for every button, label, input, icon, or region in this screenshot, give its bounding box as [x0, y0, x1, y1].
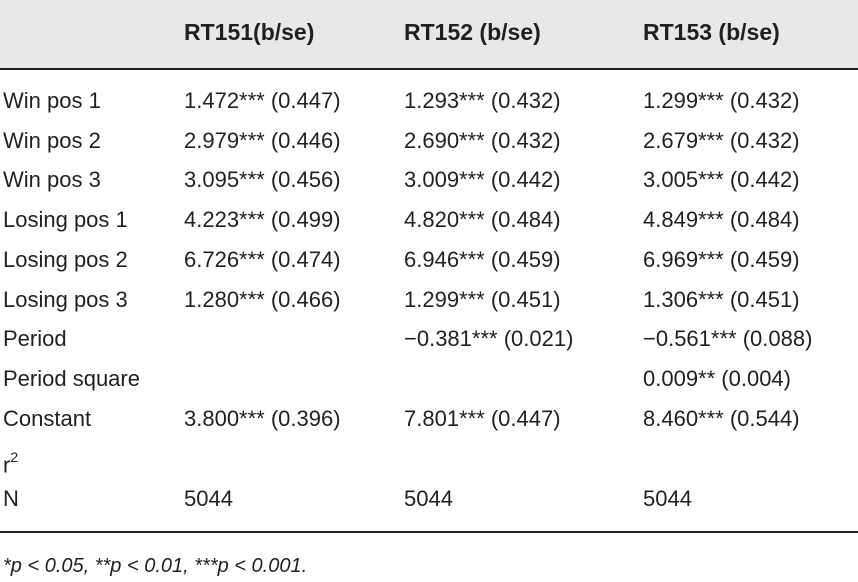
table-cell: 8.460*** (0.544) — [643, 406, 800, 431]
row-label-period: Period — [3, 326, 67, 351]
table-cell: 1.293*** (0.432) — [404, 88, 561, 113]
row-label-losing-pos-1: Losing pos 1 — [3, 207, 128, 232]
footer-rule — [0, 531, 858, 533]
row-label-losing-pos-2: Losing pos 2 — [3, 247, 128, 272]
column-header-rt151: RT151(b/se) — [184, 19, 315, 45]
header-rule — [0, 68, 858, 70]
table-cell: 3.005*** (0.442) — [643, 167, 800, 192]
table-header-background — [0, 0, 858, 68]
table-cell: 4.849*** (0.484) — [643, 207, 800, 232]
row-label-losing-pos-3: Losing pos 3 — [3, 287, 128, 312]
table-cell: 6.969*** (0.459) — [643, 247, 800, 272]
table-cell: 2.979*** (0.446) — [184, 128, 341, 153]
row-label-constant: Constant — [3, 406, 92, 431]
table-cell: 6.946*** (0.459) — [404, 247, 561, 272]
table-cell: 1.299*** (0.432) — [643, 88, 800, 113]
table-cell: 1.472*** (0.447) — [184, 88, 341, 113]
table-footnote: *p < 0.05, **p < 0.01, ***p < 0.001. — [3, 555, 308, 577]
table-cell: 2.690*** (0.432) — [404, 128, 561, 153]
table-cell: 3.800*** (0.396) — [184, 406, 341, 431]
table-cell: 3.095*** (0.456) — [184, 167, 341, 192]
row-label-r-squared: r2 — [3, 446, 18, 478]
table-cell: 7.801*** (0.447) — [404, 406, 561, 431]
table-cell: −0.381*** (0.021) — [404, 326, 574, 351]
row-label-n: N — [3, 486, 19, 511]
row-label-win-pos-1: Win pos 1 — [3, 88, 101, 113]
r-squared-base: r — [3, 452, 11, 478]
r-squared-exponent: 2 — [10, 449, 19, 465]
row-label-win-pos-3: Win pos 3 — [3, 167, 101, 192]
table-cell: −0.561*** (0.088) — [643, 326, 813, 351]
table-cell: 5044 — [404, 486, 453, 511]
table-cell: 5044 — [184, 486, 233, 511]
table-cell: 4.820*** (0.484) — [404, 207, 561, 232]
row-label-period-square: Period square — [3, 366, 140, 391]
table-cell: 4.223*** (0.499) — [184, 207, 341, 232]
row-label-win-pos-2: Win pos 2 — [3, 128, 101, 153]
table-cell: 1.299*** (0.451) — [404, 287, 561, 312]
table-cell: 3.009*** (0.442) — [404, 167, 561, 192]
table-cell: 1.306*** (0.451) — [643, 287, 800, 312]
table-cell: 0.009** (0.004) — [643, 366, 791, 391]
table-cell: 2.679*** (0.432) — [643, 128, 800, 153]
column-header-rt152: RT152 (b/se) — [404, 19, 541, 45]
table-cell: 5044 — [643, 486, 692, 511]
column-header-rt153: RT153 (b/se) — [643, 19, 780, 45]
table-cell: 1.280*** (0.466) — [184, 287, 341, 312]
table-cell: 6.726*** (0.474) — [184, 247, 341, 272]
